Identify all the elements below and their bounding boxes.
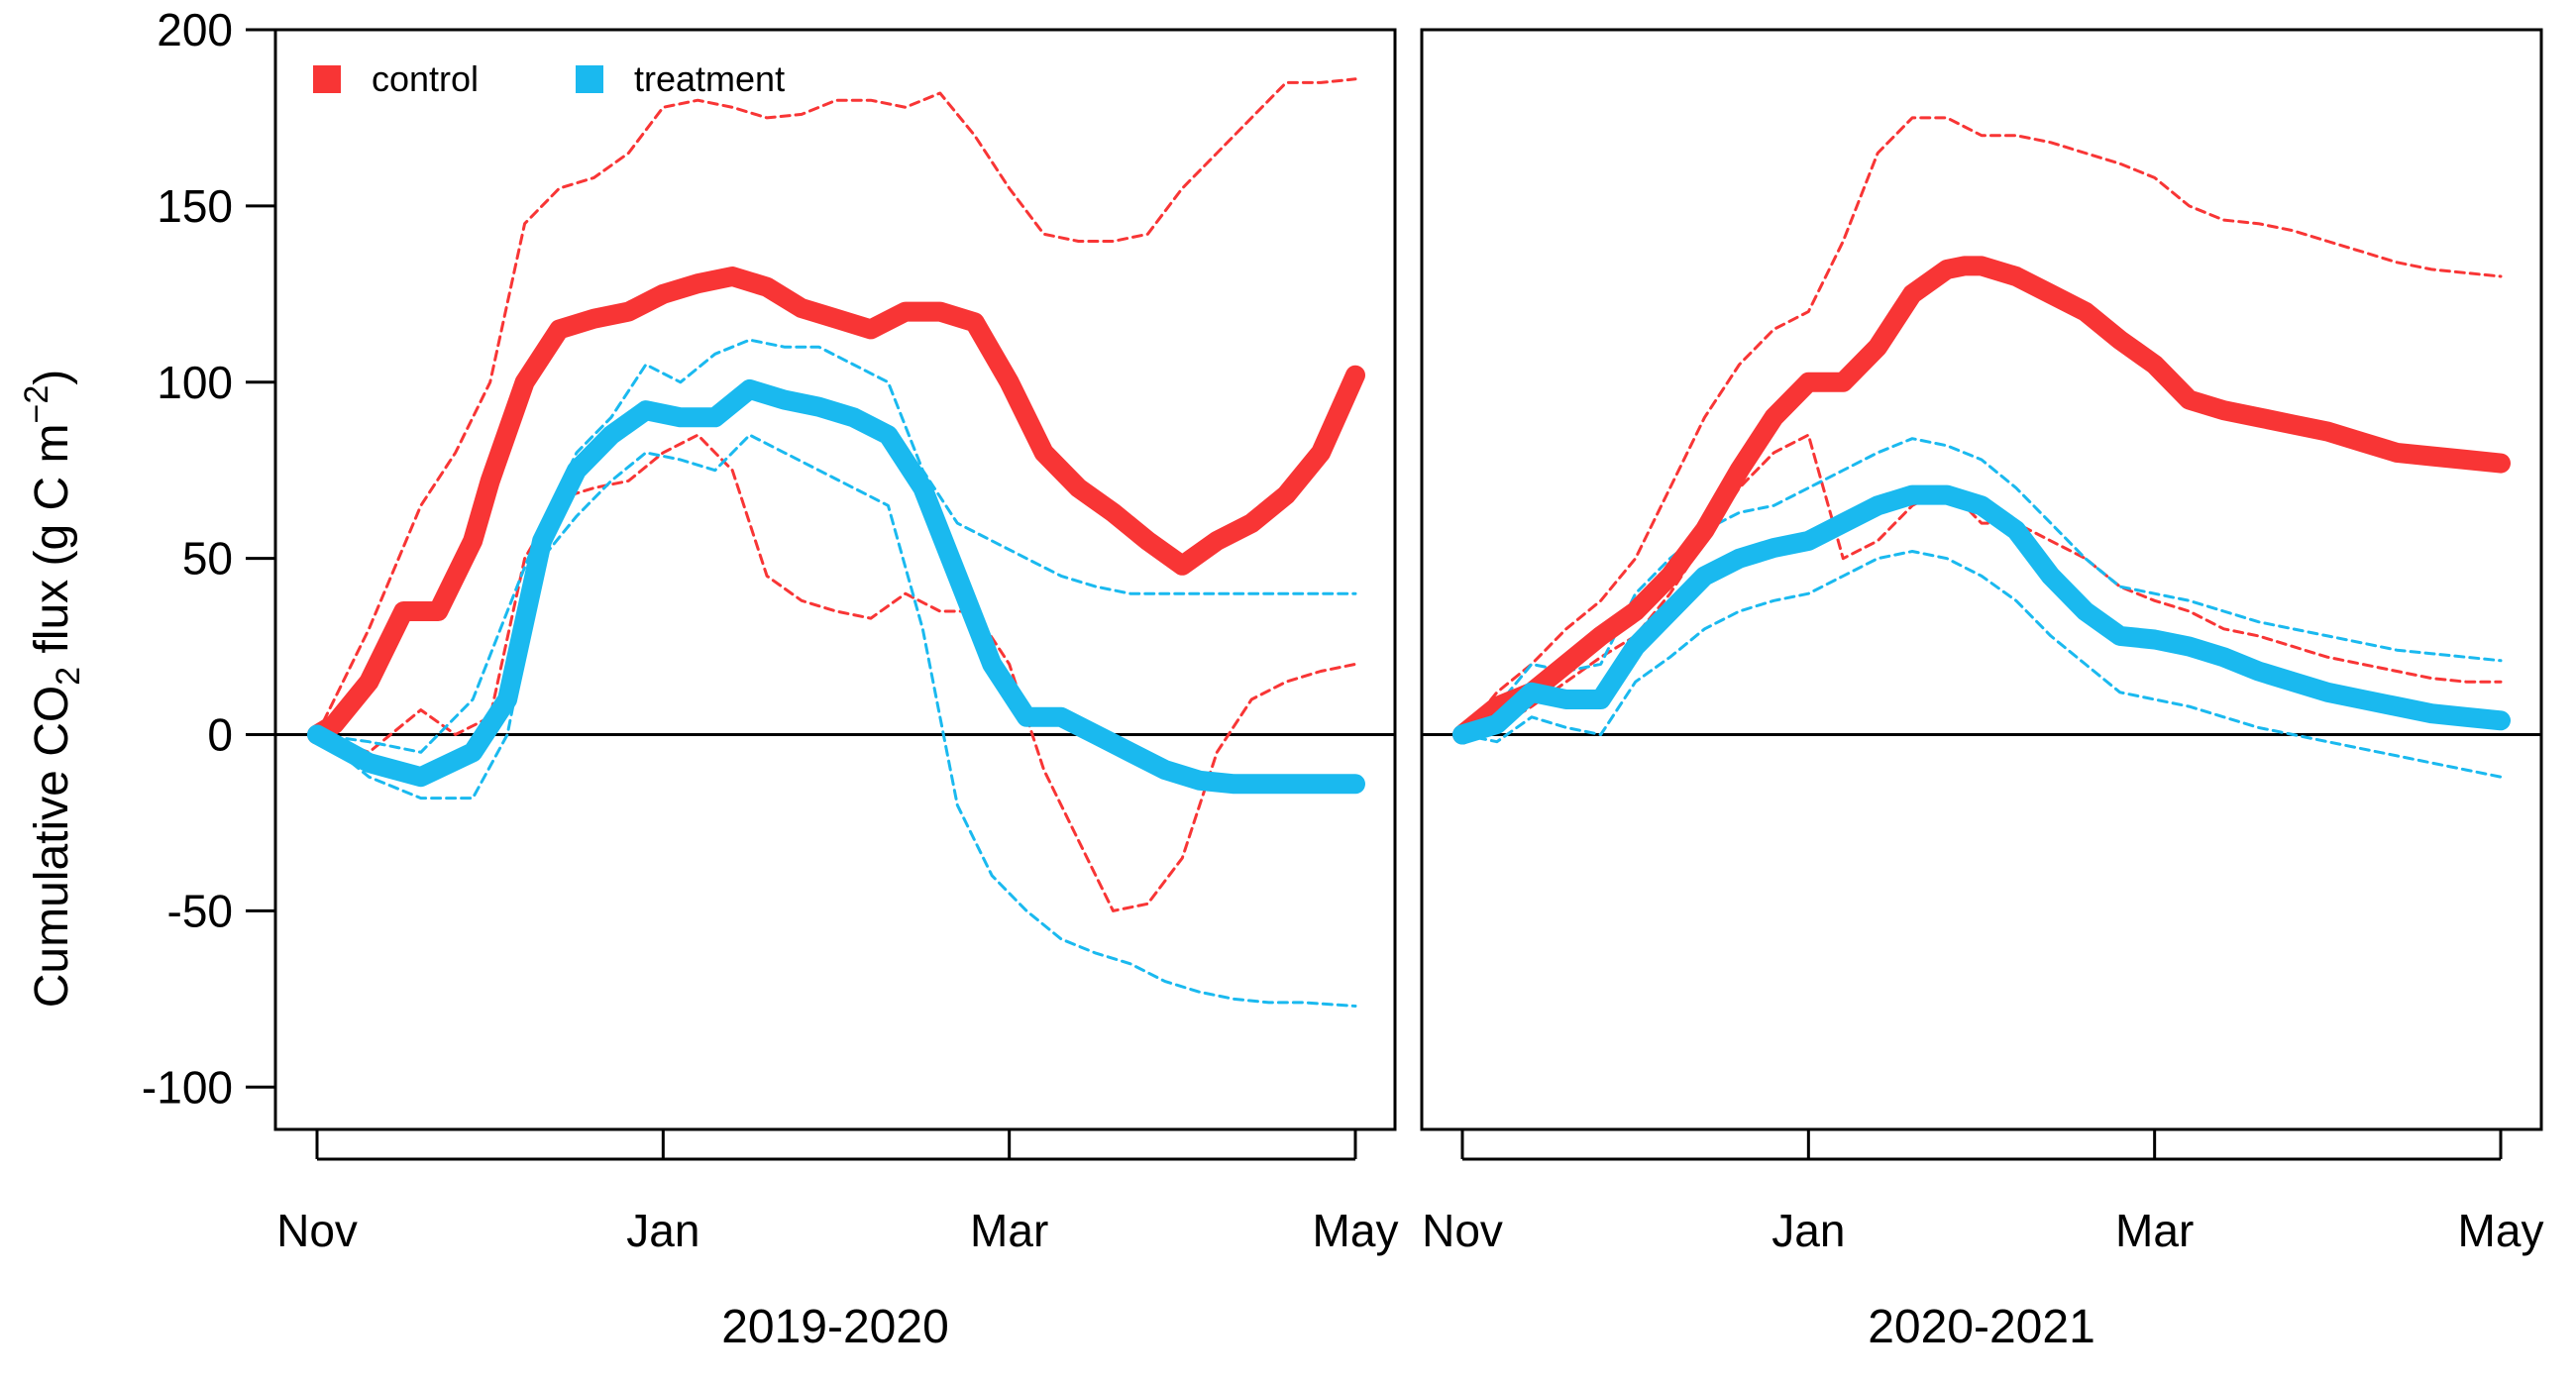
y-axis-label-subscript: 2 (50, 667, 87, 686)
x-tick-label: Mar (2115, 1205, 2194, 1256)
treatment-upper-line (1460, 437, 2503, 736)
panel-2019-2020: Nov Jan Mar May 2019-2020 (273, 28, 1398, 1353)
y-axis-label-post: ) (26, 370, 78, 385)
panel-label: 2020-2021 (1868, 1301, 2095, 1353)
y-axis-label-superscript: −2 (18, 385, 55, 424)
x-tick-label: Jan (1771, 1205, 1845, 1256)
panel-label: 2019-2020 (721, 1301, 949, 1353)
y-tick-label: 0 (207, 709, 233, 761)
y-axis-label-pre: Cumulative CO (26, 686, 78, 1008)
legend-label-control: control (372, 58, 479, 99)
panel-frame (1420, 28, 2543, 1131)
x-tick-label: Nov (276, 1205, 358, 1256)
x-axis: Nov Jan Mar May (1422, 1129, 2543, 1256)
control-mean-line (307, 267, 1365, 745)
legend-label-treatment: treatment (634, 58, 785, 99)
y-tick-label: 150 (157, 180, 233, 232)
control-upper-line (1460, 116, 2503, 736)
y-tick-label: -50 (167, 885, 233, 936)
x-tick-label: Jan (626, 1205, 699, 1256)
legend-swatch-treatment (576, 65, 603, 93)
treatment-mean-line (307, 378, 1365, 795)
y-axis: 200 150 100 50 0 -50 -100 (142, 4, 275, 1113)
control-lower-line (315, 433, 1357, 912)
treatment-lower-line (1460, 550, 2503, 779)
control-mean-line (1452, 256, 2511, 745)
legend-swatch-control (313, 65, 341, 93)
x-tick-label: Nov (1422, 1205, 1503, 1256)
control-upper-line (315, 77, 1357, 736)
x-tick-label: May (2458, 1205, 2544, 1256)
panel-frame (273, 28, 1397, 1131)
x-axis: Nov Jan Mar May (276, 1129, 1398, 1256)
y-tick-label: 50 (182, 533, 233, 585)
x-tick-label: Mar (970, 1205, 1048, 1256)
y-axis-label-mid: flux (g C m (26, 424, 78, 667)
x-tick-label: May (1313, 1205, 1399, 1256)
y-axis-label: Cumulative CO2 flux (g C m−2) (18, 370, 87, 1008)
series-group (1422, 116, 2541, 779)
legend: control treatment (313, 58, 785, 99)
treatment-mean-line (1452, 484, 2511, 745)
y-tick-label: -100 (142, 1061, 233, 1113)
y-tick-label: 200 (157, 4, 233, 55)
y-tick-label: 100 (157, 357, 233, 408)
series-group (275, 77, 1395, 1008)
panel-2020-2021: Nov Jan Mar May 2020-2021 (1420, 28, 2543, 1353)
